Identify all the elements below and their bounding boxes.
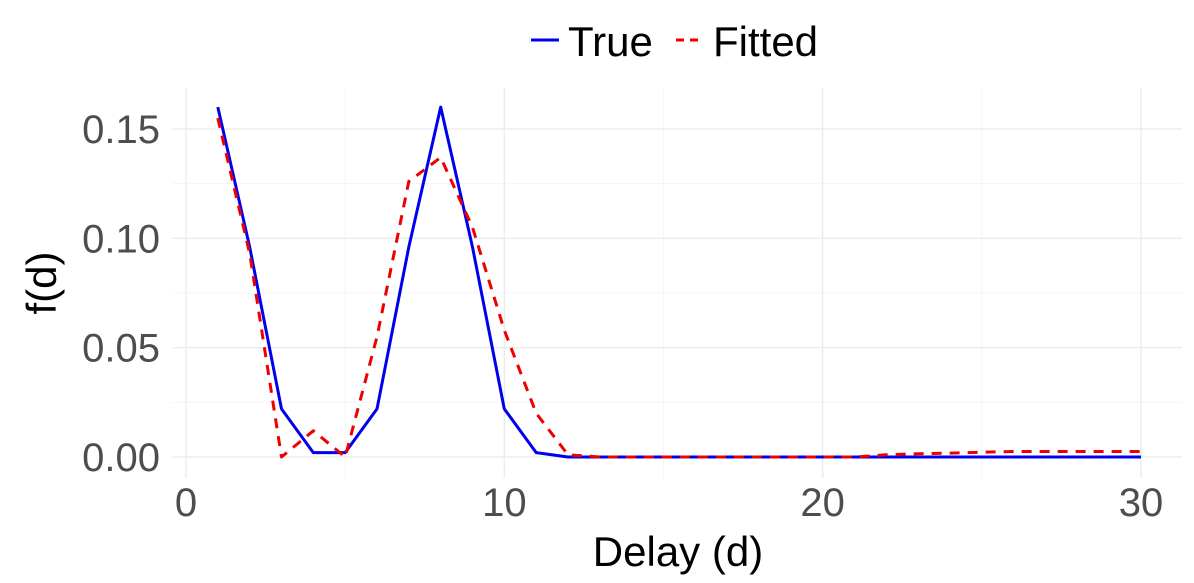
y-tick-label: 0.00 xyxy=(82,436,160,480)
x-tick-label: 30 xyxy=(1119,481,1164,525)
legend-label-fitted: Fitted xyxy=(713,18,818,65)
x-tick-label: 0 xyxy=(175,481,197,525)
series-line-fitted xyxy=(216,117,1141,459)
x-axis-ticks: 0 10 20 30 xyxy=(175,481,1163,525)
x-tick-label: 20 xyxy=(800,481,845,525)
minor-gridlines xyxy=(172,88,1182,478)
y-axis-ticks: 0.00 0.05 0.10 0.15 xyxy=(82,108,160,480)
y-tick-label: 0.05 xyxy=(82,327,160,371)
y-tick-label: 0.10 xyxy=(82,217,160,261)
y-axis-title: f(d) xyxy=(18,252,65,315)
series-layer xyxy=(216,105,1141,459)
major-gridlines xyxy=(172,88,1182,478)
series-line-true xyxy=(216,105,1141,459)
x-tick-label: 10 xyxy=(482,481,527,525)
legend-label-true: True xyxy=(568,18,653,65)
x-axis-title: Delay (d) xyxy=(593,528,763,575)
y-tick-label: 0.15 xyxy=(82,108,160,152)
legend: True Fitted xyxy=(531,18,818,65)
